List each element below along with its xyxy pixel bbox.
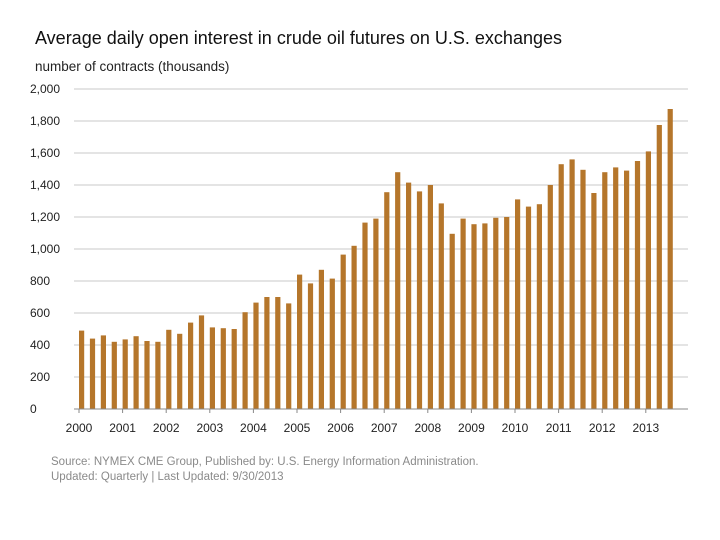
- bar: [536, 204, 542, 409]
- bar: [220, 328, 226, 409]
- bar: [438, 203, 444, 409]
- bar: [656, 125, 662, 409]
- bar: [111, 341, 117, 409]
- bar: [449, 233, 455, 409]
- y-tick-label: 2,000: [30, 82, 60, 96]
- bar: [634, 161, 641, 409]
- x-tick-label: 2010: [502, 421, 529, 435]
- bar: [406, 182, 412, 409]
- y-tick-label: 400: [30, 338, 50, 352]
- source-line: Source: NYMEX CME Group, Published by: U…: [51, 456, 479, 468]
- bar: [318, 269, 324, 409]
- x-tick-label: 2002: [153, 421, 180, 435]
- y-tick-label: 1,400: [30, 178, 60, 192]
- x-tick-label: 2000: [66, 421, 93, 435]
- y-tick-label: 1,000: [30, 242, 60, 256]
- x-tick-label: 2012: [589, 421, 616, 435]
- x-tick-label: 2003: [196, 421, 223, 435]
- bar-series: [79, 109, 673, 409]
- y-tick-label: 1,600: [30, 146, 60, 160]
- bar: [275, 297, 281, 409]
- bar: [569, 159, 575, 409]
- bar: [427, 185, 433, 409]
- bar: [209, 327, 215, 409]
- x-tick-label: 2004: [240, 421, 267, 435]
- bar: [351, 245, 357, 409]
- bar: [177, 333, 183, 409]
- x-tick-label: 2013: [632, 421, 659, 435]
- bar: [580, 169, 586, 409]
- bar: [645, 151, 651, 409]
- bar: [395, 172, 401, 409]
- bar: [79, 330, 85, 409]
- y-tick-label: 0: [30, 402, 37, 416]
- bar: [602, 172, 608, 409]
- bar: [264, 297, 270, 409]
- bar: [515, 199, 521, 409]
- bar: [231, 329, 237, 409]
- x-tick-label: 2009: [458, 421, 485, 435]
- bar: [242, 312, 248, 409]
- x-tick-label: 2008: [414, 421, 441, 435]
- bar: [198, 315, 205, 409]
- bar: [188, 322, 194, 409]
- bar: [329, 278, 335, 409]
- y-axis-label: number of contracts (thousands): [35, 59, 230, 74]
- x-tick-label: 2011: [546, 421, 572, 435]
- bar: [613, 167, 619, 409]
- x-tick-label: 2006: [327, 421, 354, 435]
- y-tick-label: 600: [30, 306, 50, 320]
- source-note: Source: NYMEX CME Group, Published by: U…: [51, 455, 479, 485]
- bar: [460, 218, 466, 409]
- y-axis-ticks: 0 200 400 600 800 1,000 1,200 1,400 1,600 1,800 2,…: [30, 82, 60, 416]
- bar: [297, 274, 303, 409]
- y-tick-label: 1,800: [30, 114, 60, 128]
- bar: [416, 191, 423, 409]
- bar: [624, 170, 630, 409]
- bar: [373, 218, 379, 409]
- bar: [340, 254, 346, 409]
- update-line: Updated: Quarterly | Last Updated: 9/30/…: [51, 471, 284, 483]
- bar: [155, 341, 161, 409]
- bar: [591, 193, 597, 409]
- bar: [558, 164, 564, 409]
- bar: [307, 283, 314, 409]
- bar: [525, 206, 532, 409]
- bar: [362, 222, 368, 409]
- bar: [166, 329, 172, 409]
- bar: [144, 341, 150, 409]
- bar: [547, 185, 553, 409]
- bar: [667, 109, 673, 409]
- bar: [133, 336, 139, 409]
- bar: [493, 217, 499, 409]
- bar: [482, 223, 488, 409]
- x-tick-label: 2001: [109, 421, 136, 435]
- y-tick-label: 800: [30, 274, 50, 288]
- x-axis-ticks: 2000 2001 2002 2003 2004 2005 2006 2007 2008 2009…: [66, 409, 659, 435]
- gridlines: [74, 88, 688, 378]
- bar: [471, 224, 477, 409]
- x-tick-label: 2007: [371, 421, 398, 435]
- bar: [286, 303, 292, 409]
- x-tick-label: 2005: [284, 421, 311, 435]
- bar: [89, 338, 96, 409]
- bar: [100, 335, 106, 409]
- bar: [253, 302, 259, 409]
- y-tick-label: 1,200: [30, 210, 60, 224]
- bar: [122, 339, 128, 409]
- y-tick-label: 200: [30, 370, 50, 384]
- bar: [504, 217, 510, 409]
- bar: [384, 192, 390, 409]
- chart-title: Average daily open interest in crude oil…: [35, 28, 562, 48]
